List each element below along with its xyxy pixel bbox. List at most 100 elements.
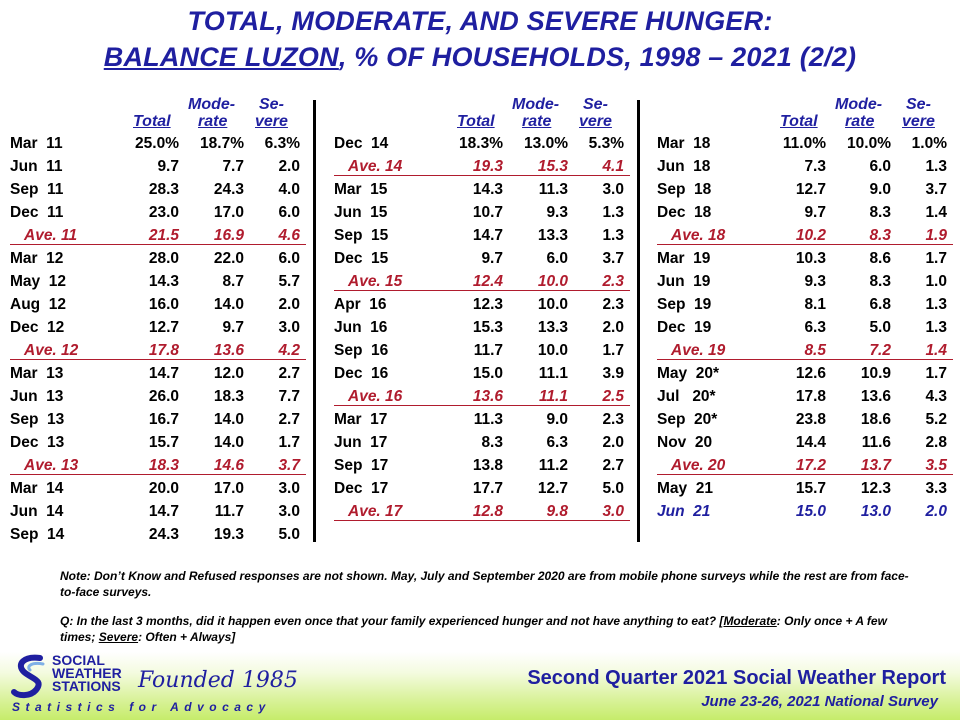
table-row: Jun 18 7.3 6.0 1.3: [657, 155, 953, 178]
header-severe-top: Se-: [259, 96, 284, 113]
table-row: Dec 13 15.7 14.0 1.7: [10, 431, 306, 454]
cell-moderate: 11.1: [538, 388, 568, 405]
cell-moderate: 10.0: [537, 296, 568, 313]
cell-total: 13.8: [472, 457, 503, 474]
table-row: Nov 20 14.4 11.6 2.8: [657, 431, 953, 454]
cell-severe: 3.0: [602, 181, 624, 198]
column-header: Total Mode-rate Se-vere: [10, 92, 306, 132]
table-row: Dec 16 15.0 11.1 3.9: [334, 362, 630, 385]
average-row: Ave. 11 21.5 16.9 4.6: [10, 224, 306, 247]
row-period: Dec 17: [334, 480, 389, 497]
cell-severe: 5.7: [278, 273, 300, 290]
row-period: Sep 15: [334, 227, 389, 244]
column-divider-2: [637, 100, 640, 542]
cell-severe: 1.4: [925, 204, 947, 221]
cell-total: 16.0: [148, 296, 179, 313]
survey-question: Q: In the last 3 months, did it happen e…: [60, 613, 910, 645]
table-row: May 20* 12.6 10.9 1.7: [657, 362, 953, 385]
cell-severe: 2.7: [278, 411, 300, 428]
cell-severe: 1.3: [925, 158, 947, 175]
cell-moderate: 6.8: [869, 296, 891, 313]
row-period: Mar 19: [657, 250, 711, 267]
cell-total: 12.3: [472, 296, 503, 313]
row-period: Ave. 16: [348, 388, 403, 405]
cell-severe: 2.5: [602, 388, 624, 405]
cell-moderate: 10.0: [537, 342, 568, 359]
cell-severe: 2.3: [602, 296, 624, 313]
header-moderate-top: Mode-: [835, 96, 883, 113]
row-period: Apr 16: [334, 296, 387, 313]
cell-total: 15.3: [472, 319, 503, 336]
cell-total: 9.3: [804, 273, 826, 290]
cell-severe: 1.3: [602, 204, 624, 221]
cell-total: 26.0: [148, 388, 179, 405]
row-period: Mar 13: [10, 365, 64, 382]
cell-total: 6.3: [804, 319, 826, 336]
row-period: Ave. 11: [24, 227, 78, 244]
cell-severe: 2.7: [602, 457, 624, 474]
cell-total: 7.3: [804, 158, 826, 175]
row-period: Dec 15: [334, 250, 389, 267]
table-row: Dec 19 6.3 5.0 1.3: [657, 316, 953, 339]
cell-moderate: 9.0: [869, 181, 891, 198]
question-severe: Severe: [98, 630, 139, 644]
row-period: Jun 19: [657, 273, 711, 290]
cell-moderate: 5.0: [869, 319, 891, 336]
row-period: Jun 17: [334, 434, 388, 451]
cell-total: 12.4: [472, 273, 503, 290]
report-title: Second Quarter 2021 Social Weather Repor…: [527, 667, 946, 689]
cell-severe: 3.0: [278, 319, 300, 336]
cell-severe: 6.3%: [264, 135, 300, 152]
cell-moderate: 14.0: [213, 411, 244, 428]
table-row: Sep 15 14.7 13.3 1.3: [334, 224, 630, 247]
cell-total: 15.7: [148, 434, 179, 451]
report-subtitle: June 23-26, 2021 National Survey: [701, 693, 938, 710]
cell-moderate: 13.7: [860, 457, 891, 474]
cell-moderate: 13.6: [860, 388, 891, 405]
cell-severe: 4.1: [602, 158, 624, 175]
table-row: Mar 13 14.7 12.0 2.7: [10, 362, 306, 385]
cell-total: 25.0%: [135, 135, 179, 152]
table-row: Dec 15 9.7 6.0 3.7: [334, 247, 630, 270]
row-period: Sep 13: [10, 411, 65, 428]
cell-severe: 2.7: [278, 365, 300, 382]
cell-total: 12.7: [795, 181, 826, 198]
cell-severe: 2.0: [925, 503, 947, 520]
cell-total: 17.2: [795, 457, 826, 474]
header-severe-top: Se-: [906, 96, 931, 113]
question-mid: : Only once + A few times;: [60, 614, 887, 644]
cell-total: 10.7: [472, 204, 503, 221]
cell-moderate: 13.6: [213, 342, 244, 359]
cell-moderate: 22.0: [213, 250, 244, 267]
cell-severe: 4.3: [925, 388, 947, 405]
cell-moderate: 24.3: [213, 181, 244, 198]
table-row: Jun 17 8.3 6.3 2.0: [334, 431, 630, 454]
cell-moderate: 12.7: [537, 480, 568, 497]
cell-total: 11.0%: [782, 135, 826, 152]
cell-total: 15.7: [795, 480, 826, 497]
cell-severe: 3.7: [602, 250, 624, 267]
cell-severe: 2.0: [602, 434, 624, 451]
cell-moderate: 18.7%: [200, 135, 244, 152]
question-suffix: : Often + Always]: [138, 630, 236, 644]
cell-severe: 1.7: [925, 250, 947, 267]
cell-severe: 5.0: [278, 526, 300, 543]
cell-moderate: 14.0: [213, 296, 244, 313]
row-period: Sep 16: [334, 342, 389, 359]
cell-moderate: 6.0: [869, 158, 891, 175]
row-period: Dec 11: [10, 204, 64, 221]
cell-severe: 1.3: [602, 227, 624, 244]
row-period: May 21: [657, 480, 714, 497]
row-period: Jun 21: [657, 503, 711, 520]
cell-severe: 1.0%: [911, 135, 947, 152]
cell-severe: 2.0: [278, 296, 300, 313]
cell-total: 23.8: [795, 411, 826, 428]
cell-severe: 1.3: [925, 296, 947, 313]
table-column-2: Total Mode-rate Se-vere Dec 14 18.3% 13.0% 5.3…: [334, 92, 630, 523]
table-row: Aug 12 16.0 14.0 2.0: [10, 293, 306, 316]
cell-severe: 3.0: [602, 503, 624, 520]
cell-severe: 5.3%: [588, 135, 624, 152]
cell-severe: 1.4: [925, 342, 947, 359]
cell-moderate: 18.3: [213, 388, 244, 405]
table-row: Jun 19 9.3 8.3 1.0: [657, 270, 953, 293]
